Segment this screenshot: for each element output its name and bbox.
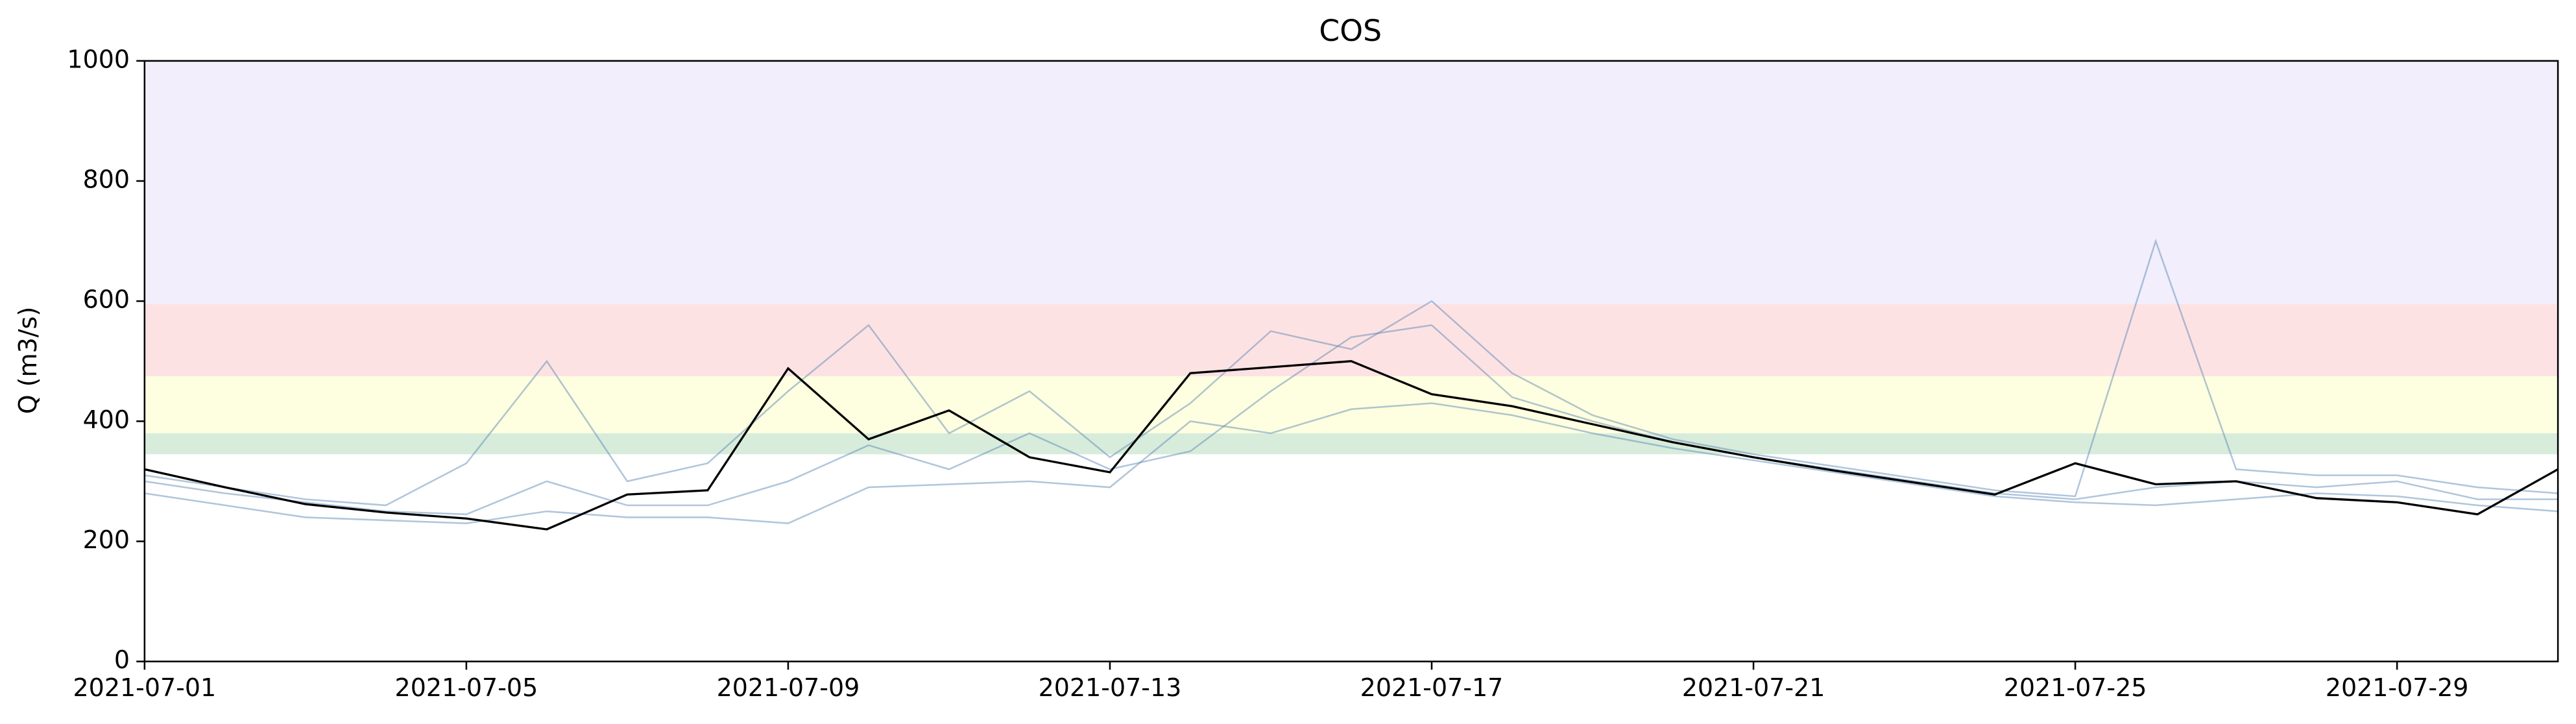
x-tick-label: 2021-07-01 [73,673,217,702]
y-axis-label: Q (m3/s) [14,307,42,415]
x-tick-label: 2021-07-05 [395,673,538,702]
y-tick-label: 0 [114,646,130,674]
x-tick-label: 2021-07-25 [2004,673,2147,702]
y-tick-label: 800 [83,165,130,193]
x-tick-label: 2021-07-29 [2326,673,2469,702]
ensemble-line [144,402,2558,524]
y-tick-label: 200 [83,525,130,554]
threshold-band [144,304,2558,376]
ensemble-line [144,324,2558,516]
x-tick-label: 2021-07-09 [717,673,860,702]
x-tick-label: 2021-07-17 [1360,673,1504,702]
y-tick-label: 600 [83,285,130,314]
x-tick-label: 2021-07-13 [1039,673,1182,702]
observed-line [144,360,2558,531]
ensemble-line [144,238,2558,507]
plot-frame [143,60,2559,662]
y-tick-label: 400 [83,405,130,434]
threshold-band [144,376,2558,433]
y-tick-label: 1000 [67,45,130,73]
threshold-band [144,433,2558,455]
chart-title: COS [1319,14,1382,48]
x-tick-label: 2021-07-21 [1682,673,1825,702]
threshold-band [144,60,2558,304]
